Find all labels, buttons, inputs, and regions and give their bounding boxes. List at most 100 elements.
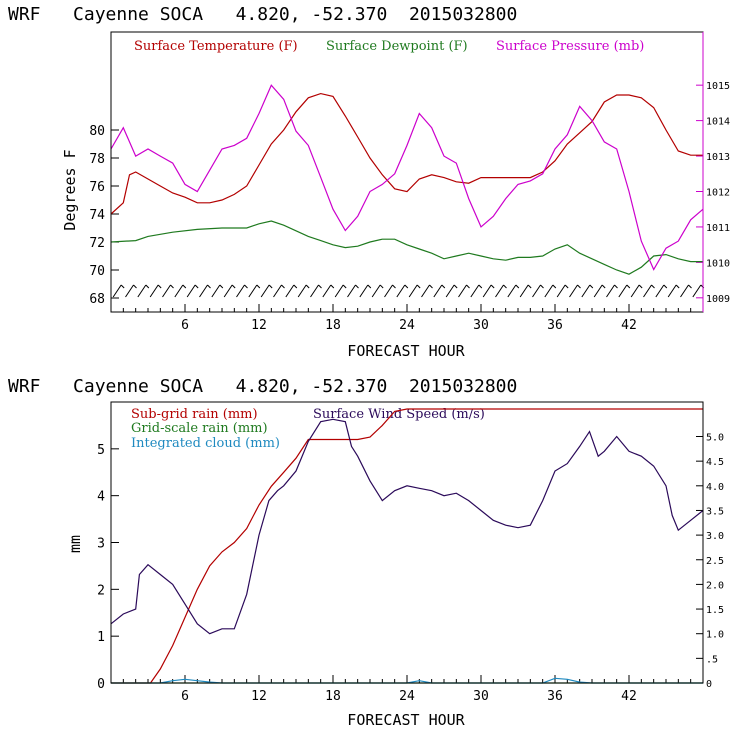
wind-barb bbox=[125, 284, 137, 298]
wind-barb bbox=[421, 284, 433, 298]
x-tick-label: 42 bbox=[621, 318, 637, 333]
x-tick-label: 24 bbox=[399, 689, 415, 704]
wind-barb bbox=[260, 284, 273, 298]
y2-tick-label: 1011 bbox=[706, 223, 730, 234]
y-tick-label: 0 bbox=[97, 677, 105, 692]
series-line-1-2 bbox=[111, 677, 703, 684]
series-line-1-0 bbox=[111, 408, 703, 684]
wind-barb bbox=[618, 284, 631, 298]
y2-tick-label: 2.0 bbox=[706, 580, 724, 591]
wind-barb bbox=[667, 284, 680, 298]
wind-barb bbox=[643, 284, 655, 298]
top-y-axis-label: Degrees F bbox=[61, 149, 79, 230]
wind-barb bbox=[408, 284, 421, 298]
legend-surface-wind-speed: Surface Wind Speed (m/s) bbox=[313, 407, 485, 422]
wind-barb bbox=[211, 284, 224, 298]
y2-tick-label: .5 bbox=[706, 654, 718, 665]
x-tick-label: 36 bbox=[547, 689, 563, 704]
y2-tick-label: 1009 bbox=[706, 294, 730, 305]
y-tick-label: 80 bbox=[89, 124, 105, 139]
wind-barb bbox=[347, 284, 359, 298]
y2-tick-label: 1014 bbox=[706, 117, 730, 128]
y2-tick-label: 1013 bbox=[706, 152, 730, 163]
y-tick-label: 68 bbox=[89, 292, 105, 307]
y2-tick-label: 1012 bbox=[706, 187, 730, 198]
y-tick-label: 5 bbox=[97, 443, 105, 458]
x-tick-label: 12 bbox=[251, 689, 267, 704]
y2-tick-label: 1015 bbox=[706, 81, 730, 92]
y2-tick-label: 5.0 bbox=[706, 433, 724, 444]
wind-barb bbox=[482, 284, 495, 298]
wind-barb bbox=[593, 284, 606, 298]
bottom-plot-frame bbox=[110, 401, 704, 684]
legend-gridscale-rain: Grid-scale rain (mm) bbox=[131, 421, 268, 436]
wind-barb bbox=[223, 284, 236, 298]
y-tick-label: 70 bbox=[89, 264, 105, 279]
y2-tick-label: 1.0 bbox=[706, 630, 724, 641]
y2-tick-label: 1.5 bbox=[706, 605, 724, 616]
top-x-axis-label: FORECAST HOUR bbox=[347, 342, 465, 360]
y2-tick-label: 3.0 bbox=[706, 531, 724, 542]
wind-barb bbox=[458, 284, 470, 298]
wind-barb bbox=[470, 284, 483, 298]
x-tick-label: 18 bbox=[325, 318, 341, 333]
x-tick-label: 24 bbox=[399, 318, 415, 333]
wind-barb bbox=[495, 284, 507, 298]
wind-barb bbox=[507, 284, 520, 298]
y2-tick-label: 4.5 bbox=[706, 457, 724, 468]
bottom-chart-title: WRF Cayenne SOCA 4.820, -52.370 20150328… bbox=[8, 376, 517, 397]
y2-tick-label: 0 bbox=[706, 679, 712, 690]
legend-surface-temperature: Surface Temperature (F) bbox=[134, 39, 298, 54]
wind-barb bbox=[162, 284, 174, 298]
top-chart-title: WRF Cayenne SOCA 4.820, -52.370 20150328… bbox=[8, 4, 517, 25]
wind-barb bbox=[359, 284, 372, 298]
series-line-0-0 bbox=[110, 92, 703, 215]
wind-barb bbox=[433, 284, 446, 298]
y2-tick-label: 3.5 bbox=[706, 506, 724, 517]
wind-barb bbox=[384, 284, 396, 298]
wind-barb bbox=[297, 284, 310, 298]
top-series-lines bbox=[110, 84, 704, 275]
wind-barb bbox=[581, 284, 594, 298]
legend-integrated-cloud: Integrated cloud (mm) bbox=[131, 436, 280, 451]
top-panel-temperature: WRF Cayenne SOCA 4.820, -52.370 20150328… bbox=[8, 4, 730, 360]
bottom-axis-ticks: 6 12 18 24 30 36 420123450.51.01.52.02.53.03.5… bbox=[97, 433, 724, 704]
x-tick-label: 42 bbox=[621, 689, 637, 704]
top-axis-ticks: 6 12 18 24 30 36 42 68 70 72 74 76 78 80 1009 1010 1011 1… bbox=[89, 81, 730, 333]
y-tick-label: 3 bbox=[97, 537, 105, 552]
x-tick-label: 36 bbox=[547, 318, 563, 333]
series-line-1-3 bbox=[110, 418, 704, 635]
wind-barb bbox=[310, 284, 322, 298]
y-tick-label: 76 bbox=[89, 180, 105, 195]
y2-tick-label: 1010 bbox=[706, 258, 730, 269]
wind-barb bbox=[396, 284, 409, 298]
x-tick-label: 30 bbox=[473, 318, 489, 333]
wind-barb bbox=[186, 284, 199, 298]
wind-barb bbox=[544, 284, 557, 298]
wind-barb bbox=[532, 284, 544, 298]
bottom-y-axis-label: mm bbox=[66, 535, 84, 553]
wind-barb bbox=[445, 284, 458, 298]
wind-barb bbox=[334, 284, 347, 298]
wind-barb bbox=[606, 284, 618, 298]
wind-barb bbox=[556, 284, 569, 298]
wind-barb bbox=[112, 284, 125, 298]
series-line-0-2 bbox=[110, 84, 704, 271]
wind-barb bbox=[174, 284, 187, 298]
wind-barb bbox=[630, 284, 643, 298]
y2-tick-label: 4.0 bbox=[706, 482, 724, 493]
wind-barb bbox=[655, 284, 668, 298]
wind-barb bbox=[248, 284, 261, 298]
series-line-0-1 bbox=[110, 220, 703, 275]
wind-barb bbox=[692, 284, 705, 298]
y-tick-label: 78 bbox=[89, 152, 105, 167]
wind-barb bbox=[519, 284, 532, 298]
wind-barb bbox=[137, 284, 150, 298]
wind-barb bbox=[569, 284, 581, 298]
wind-barb bbox=[371, 284, 384, 298]
y-tick-label: 74 bbox=[89, 208, 105, 223]
y-tick-label: 4 bbox=[97, 490, 105, 505]
wind-barb bbox=[680, 284, 692, 298]
y-tick-label: 72 bbox=[89, 236, 105, 251]
